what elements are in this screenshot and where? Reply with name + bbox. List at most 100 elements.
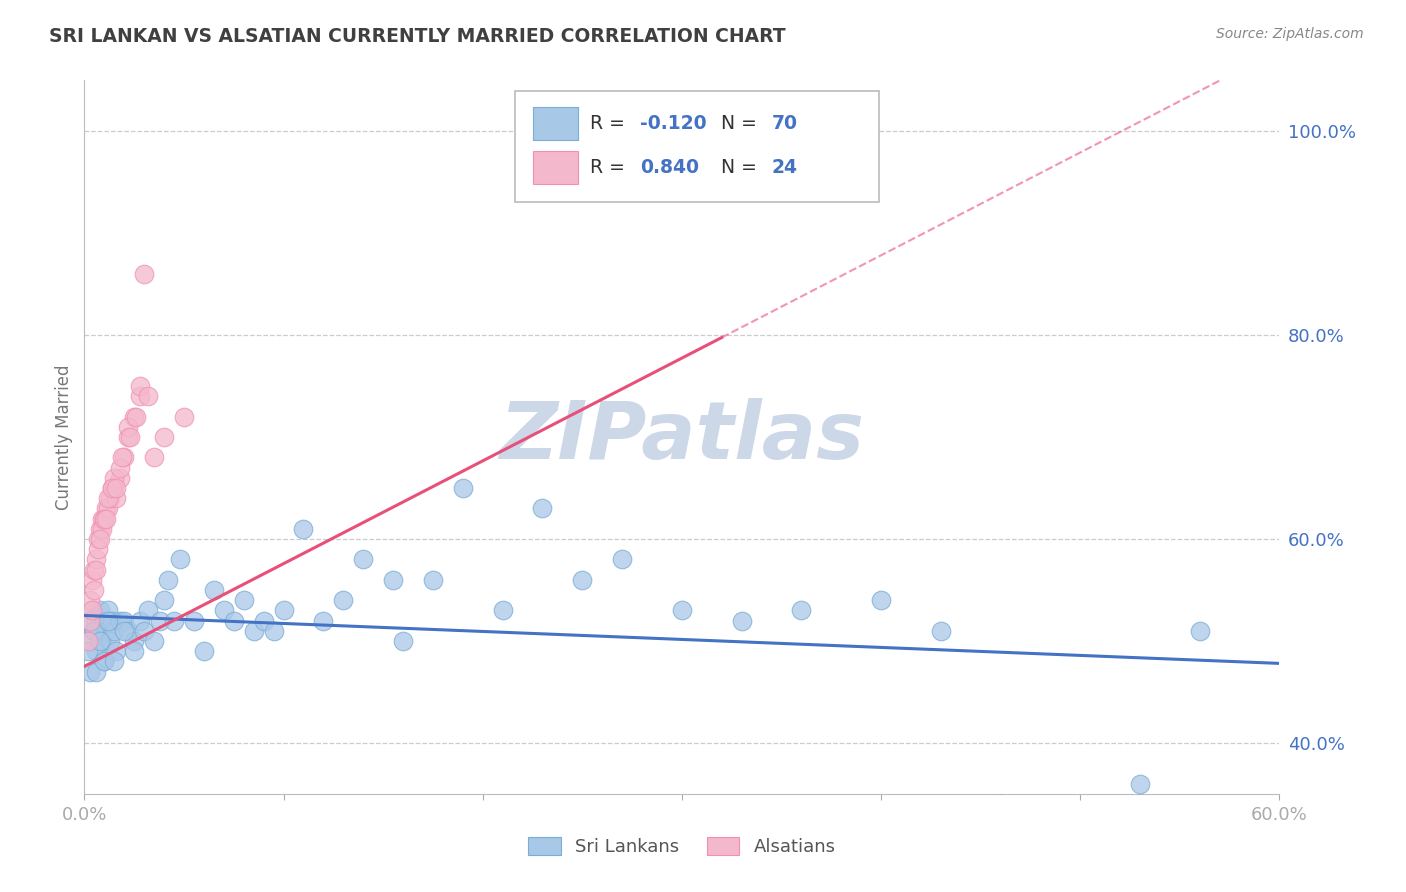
- Point: [193, 644, 215, 658]
- Point: [97, 603, 120, 617]
- Point: [89, 603, 111, 617]
- Point: [125, 409, 148, 424]
- Point: [93, 614, 115, 628]
- Point: [97, 501, 120, 516]
- Point: [112, 614, 135, 628]
- Point: [87, 624, 110, 638]
- Point: [103, 624, 125, 638]
- Point: [129, 389, 152, 403]
- Point: [117, 420, 139, 434]
- Point: [86, 665, 108, 679]
- Point: [96, 511, 118, 525]
- Y-axis label: Currently Married: Currently Married: [55, 364, 73, 510]
- Point: [273, 603, 295, 617]
- Point: [451, 481, 474, 495]
- Point: [98, 634, 121, 648]
- Text: N =: N =: [710, 158, 763, 177]
- Text: 0.840: 0.840: [640, 158, 699, 177]
- Point: [143, 634, 166, 648]
- Point: [82, 603, 104, 617]
- Point: [101, 481, 124, 495]
- Point: [129, 379, 152, 393]
- Point: [136, 603, 159, 617]
- Point: [101, 481, 124, 495]
- Point: [870, 593, 893, 607]
- Point: [83, 563, 105, 577]
- Text: SRI LANKAN VS ALSATIAN CURRENTLY MARRIED CORRELATION CHART: SRI LANKAN VS ALSATIAN CURRENTLY MARRIED…: [49, 27, 786, 45]
- Point: [97, 614, 120, 628]
- Text: R =: R =: [591, 113, 631, 133]
- Point: [86, 614, 108, 628]
- Point: [222, 614, 245, 628]
- Point: [143, 450, 166, 465]
- Point: [79, 634, 101, 648]
- Point: [111, 450, 134, 465]
- Point: [89, 522, 111, 536]
- Point: [93, 654, 115, 668]
- Point: [242, 624, 264, 638]
- Point: [136, 389, 159, 403]
- Point: [212, 603, 235, 617]
- Point: [153, 430, 176, 444]
- Text: N =: N =: [710, 113, 763, 133]
- Text: Source: ZipAtlas.com: Source: ZipAtlas.com: [1216, 27, 1364, 41]
- Point: [79, 593, 101, 607]
- Point: [77, 644, 100, 658]
- Point: [101, 614, 124, 628]
- Point: [332, 593, 354, 607]
- Point: [103, 471, 125, 485]
- Point: [83, 624, 105, 638]
- Point: [122, 634, 145, 648]
- Point: [97, 491, 120, 506]
- Point: [110, 460, 132, 475]
- Point: [173, 409, 195, 424]
- Point: [132, 624, 156, 638]
- Point: [112, 450, 135, 465]
- Point: [232, 593, 254, 607]
- Point: [79, 614, 101, 628]
- Point: [382, 573, 405, 587]
- Point: [91, 511, 114, 525]
- Point: [149, 614, 172, 628]
- Point: [731, 614, 754, 628]
- Point: [157, 573, 180, 587]
- Point: [87, 532, 110, 546]
- Point: [117, 430, 139, 444]
- Point: [91, 634, 114, 648]
- Point: [392, 634, 415, 648]
- Point: [163, 614, 186, 628]
- Text: 70: 70: [772, 113, 797, 133]
- Point: [77, 634, 100, 648]
- Point: [263, 624, 285, 638]
- Point: [89, 532, 111, 546]
- Point: [93, 654, 115, 668]
- Point: [253, 614, 276, 628]
- Point: [93, 511, 115, 525]
- Point: [352, 552, 374, 566]
- Point: [1188, 624, 1211, 638]
- Point: [531, 501, 554, 516]
- Point: [571, 573, 593, 587]
- Text: -0.120: -0.120: [640, 113, 707, 133]
- Point: [122, 644, 145, 658]
- Point: [153, 593, 176, 607]
- Point: [492, 603, 515, 617]
- Point: [105, 644, 128, 658]
- Point: [86, 644, 108, 658]
- Point: [82, 573, 104, 587]
- Point: [929, 624, 952, 638]
- Point: [82, 603, 104, 617]
- Point: [312, 614, 335, 628]
- Point: [292, 522, 315, 536]
- Point: [129, 614, 152, 628]
- Point: [91, 522, 114, 536]
- Point: [83, 582, 105, 597]
- Point: [117, 624, 139, 638]
- Point: [86, 563, 108, 577]
- Point: [112, 624, 135, 638]
- Point: [132, 267, 156, 281]
- Point: [105, 491, 128, 506]
- Text: ZIPatlas: ZIPatlas: [499, 398, 865, 476]
- Text: 24: 24: [772, 158, 797, 177]
- Point: [96, 624, 118, 638]
